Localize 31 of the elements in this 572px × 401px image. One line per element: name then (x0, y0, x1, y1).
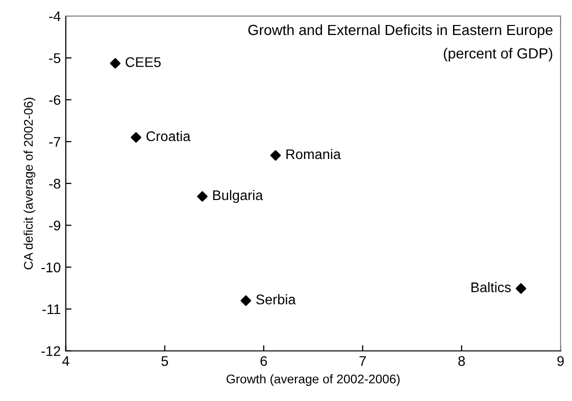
annotation: Serbia (256, 294, 296, 304)
point (130, 132, 142, 143)
y-axis-title: CA deficit (average of 2002-06) (24, 98, 36, 270)
y-tick-label: -12 (41, 346, 60, 356)
x-tick-label: 8 (458, 356, 465, 366)
x-tick-label: 5 (161, 356, 168, 366)
y-tick-label: -4 (49, 12, 61, 22)
x-tick-label: 9 (557, 356, 564, 366)
y-tick-label: -5 (49, 53, 60, 64)
point (240, 295, 252, 306)
annotation: Baltics (471, 282, 511, 292)
annotation: CEE5 (126, 57, 161, 68)
y-tick-label: -9 (49, 220, 60, 230)
point (197, 191, 208, 202)
annotation: Romania (286, 148, 341, 160)
x-tick-label: 7 (360, 356, 366, 366)
text: (percent of GDP) (444, 48, 552, 62)
annotation: Bulgaria (213, 190, 264, 203)
text: Growth and External Deficits in Eastern Europe (248, 24, 553, 38)
x-tick-label: 4 (62, 356, 70, 366)
x-tick-label: 6 (260, 356, 267, 366)
x-axis-title: Growth (average of 2002-2006) (226, 374, 400, 386)
annotation: Croatia (146, 130, 191, 142)
y-tick-label: -6 (49, 95, 60, 105)
y-tick-label: -11 (42, 304, 60, 314)
point (516, 283, 526, 294)
point (110, 58, 121, 69)
y-tick-label: -8 (49, 178, 60, 189)
y-tick-label: -10 (41, 262, 60, 272)
point (270, 150, 281, 161)
y-tick-label: -7 (49, 137, 60, 147)
